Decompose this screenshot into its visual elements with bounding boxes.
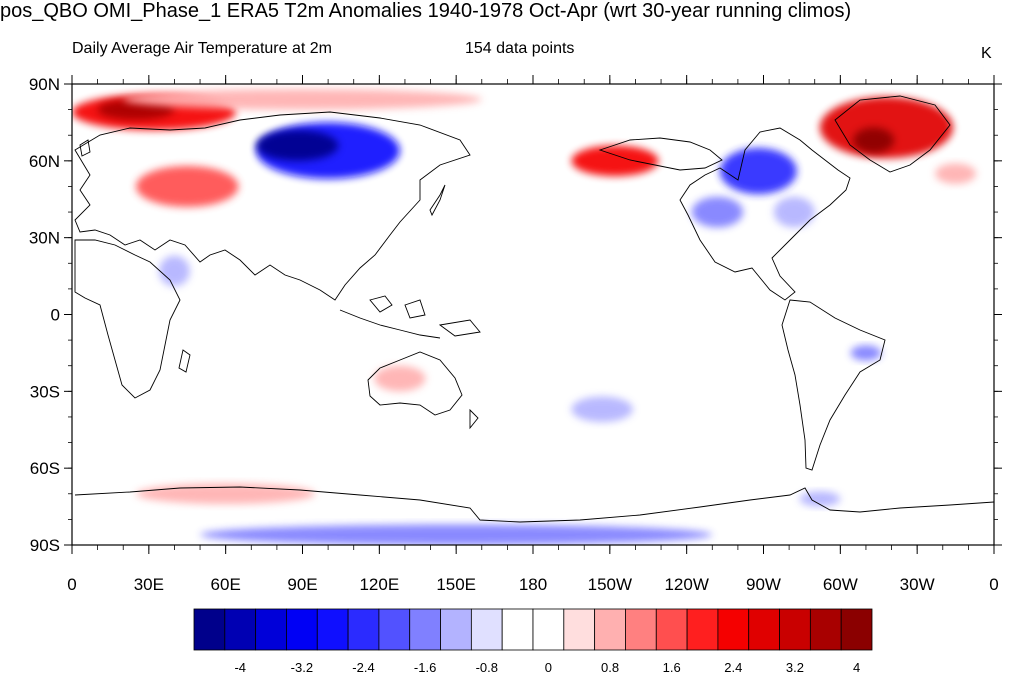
lon-tick-label: 150W [588,575,632,594]
colorbar-label: 4 [853,660,860,675]
lon-tick-label: 60W [823,575,858,594]
lat-tick-label: 30S [30,382,60,401]
lon-tick-label: 90E [287,575,317,594]
colorbar-swatch [470,608,503,651]
map-background [72,84,994,545]
anomaly-southern-ocean-warm [136,483,316,505]
lat-tick-label: 60N [29,152,60,171]
colorbar-swatch [440,608,472,651]
colorbar-swatch [563,608,596,651]
anomaly-alaska-warm [571,145,659,177]
lat-tick-label: 0 [51,306,60,325]
map-subtitle: Daily Average Air Temperature at 2m [72,40,332,57]
lat-tick-label: 30N [29,229,60,248]
colorbar: -4 -3.2 -2.4 -1.6 -0.8 0 0.8 1.6 2.4 3.2 4 [193,608,873,675]
colorbar-label: 1.6 [663,660,681,675]
anomaly-field [72,89,977,545]
anomaly-siberia-cold-core [256,130,339,161]
colorbar-swatch [501,608,534,651]
anomaly-brazil-cold [850,345,882,361]
colorbar-swatch [347,608,380,651]
lon-tick-label: 180 [519,575,547,594]
longitude-axis: 0 30E 60E 90E 120E 150E 180 150W 120W 90W 60W 30W 0 [67,75,999,594]
colorbar-swatch [532,608,565,651]
anomaly-south-pacific-cold [571,396,633,423]
lon-tick-label: 0 [67,575,76,594]
colorbar-swatch [779,608,811,651]
lon-tick-label: 120E [359,575,399,594]
anomaly-north-atlantic-warm [935,163,977,184]
colorbar-label: -0.8 [476,660,498,675]
colorbar-label: 0 [545,660,552,675]
colorbar-swatch [316,608,349,651]
colorbar-swatch [255,608,287,651]
lat-tick-label: 60S [30,459,60,478]
anomaly-greenland-warm-core [853,127,895,154]
anomaly-australia-warm [374,365,426,392]
colorbar-swatch [717,608,750,651]
colorbar-swatch [625,608,657,651]
colorbar-label: -4 [234,660,246,675]
anomaly-arabia-cold [159,255,190,287]
lon-tick-label: 0 [989,575,998,594]
coastlines [74,95,994,523]
colorbar-swatch [840,608,873,651]
page-title: pos_QBO OMI_Phase_1 ERA5 T2m Anomalies 1… [0,0,852,22]
colorbar-swatch [193,608,226,651]
anomaly-canada-cold [719,148,797,195]
colorbar-label: 2.4 [724,660,742,675]
lon-tick-label: 30E [134,575,164,594]
anomaly-central-asia-warm [136,165,239,207]
units-label: K [981,45,992,62]
colorbar-swatch [378,608,411,651]
latitude-axis: 90N 60N 30N 0 30S 60S 90S [29,75,1002,555]
lat-tick-label: 90S [30,536,60,555]
colorbar-label: -2.4 [352,660,374,675]
lon-tick-label: 150E [436,575,476,594]
colorbar-swatch [748,608,780,651]
lon-tick-label: 90W [746,575,781,594]
colorbar-swatch [655,608,688,651]
colorbar-swatch [409,608,441,651]
lon-tick-label: 60E [211,575,241,594]
colorbar-swatch [809,608,842,651]
colorbar-label: 3.2 [786,660,804,675]
colorbar-swatch [594,608,626,651]
colorbar-swatch [686,608,719,651]
colorbar-swatch [224,608,257,651]
lon-tick-label: 30W [900,575,935,594]
lat-tick-label: 90N [29,75,60,94]
lon-tick-label: 120W [664,575,708,594]
data-count: 154 data points [465,40,575,57]
anomaly-arctic-band-warm [123,89,482,110]
colorbar-label: -3.2 [291,660,313,675]
colorbar-swatch [286,608,318,651]
anomaly-us-cold [691,196,744,228]
anomaly-antarctica-cold [200,524,713,545]
colorbar-label: -1.6 [414,660,436,675]
anomaly-east-us-cold [773,196,815,228]
anomaly-greenland-warm [819,96,954,159]
colorbar-label: 0.8 [601,660,619,675]
